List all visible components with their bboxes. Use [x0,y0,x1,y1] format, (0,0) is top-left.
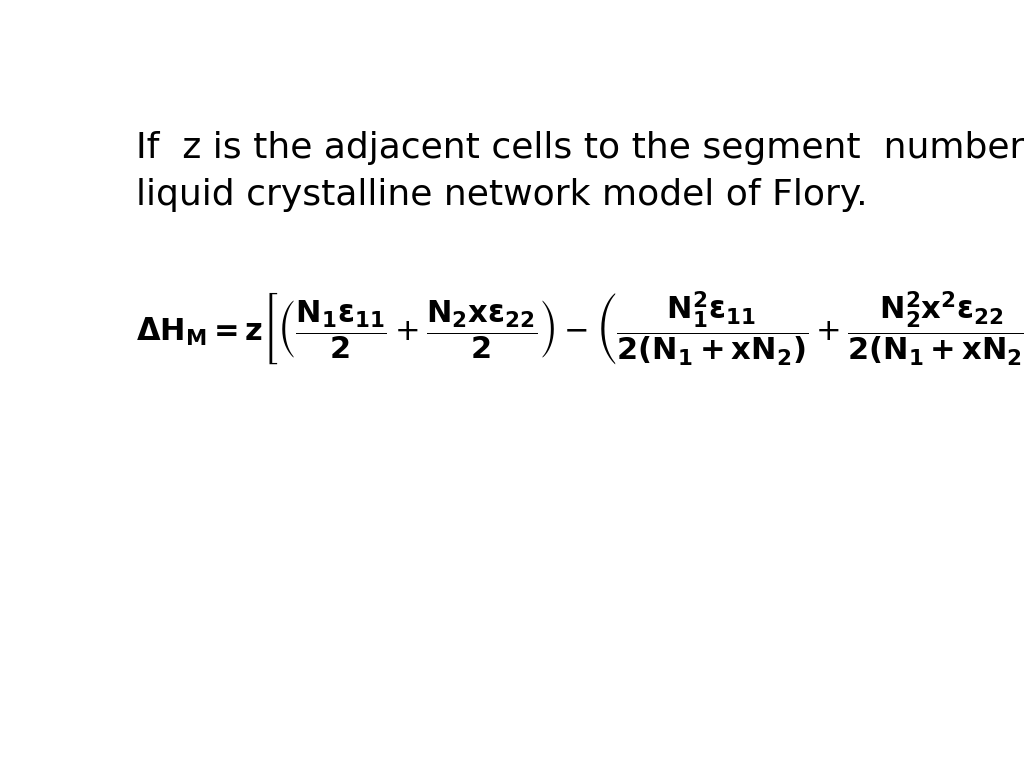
Text: $\mathbf{\Delta H_{M} = z}\left[\left(\dfrac{\mathbf{N_1\varepsilon_{11}}}{\math: $\mathbf{\Delta H_{M} = z}\left[\left(\d… [136,290,1024,368]
Text: liquid crystalline network model of Flory.: liquid crystalline network model of Flor… [136,178,867,212]
Text: If  z is the adjacent cells to the segment  number in the: If z is the adjacent cells to the segmen… [136,131,1024,164]
